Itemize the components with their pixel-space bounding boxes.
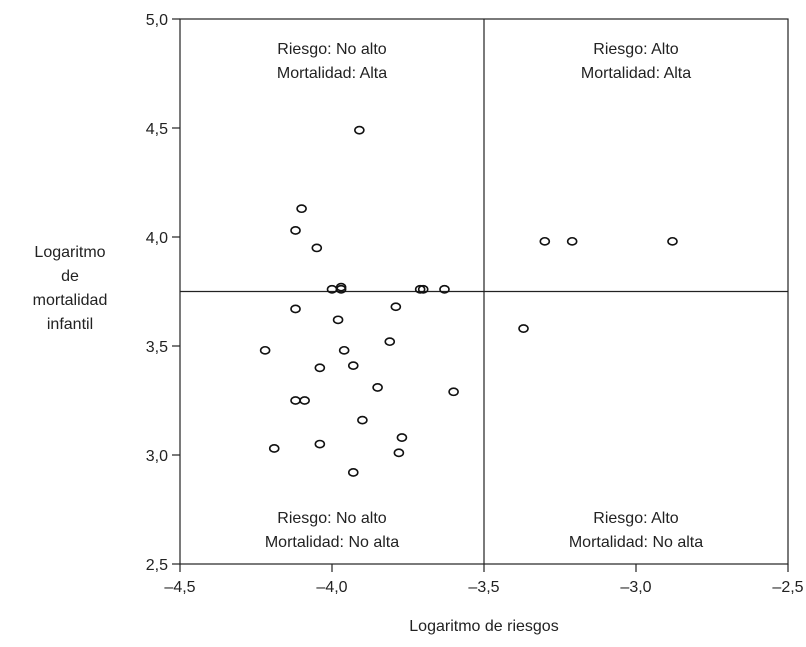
quadrant-label-bottom-right: Mortalidad: No alta	[569, 534, 703, 551]
quadrant-label-bottom-left: Riesgo: No alto	[277, 510, 386, 527]
data-point	[354, 125, 365, 135]
y-tick-label: 5,0	[146, 12, 168, 29]
data-point	[396, 433, 408, 442]
y-tick-label: 3,0	[146, 448, 168, 465]
data-point	[357, 415, 368, 425]
y-axis-title-line-2: de	[61, 268, 79, 285]
y-axis-title-line-1: Logaritmo	[34, 244, 105, 261]
data-point	[296, 204, 307, 214]
data-point	[566, 236, 578, 246]
x-tick-label: –3,0	[620, 579, 651, 596]
quadrant-labels: Riesgo: No alto Mortalidad: Alta Riesgo: A…	[265, 41, 703, 551]
data-point	[290, 226, 301, 235]
data-point	[384, 337, 396, 347]
x-axis: –4,5 –4,0 –3,5 –3,0 –2,5	[164, 564, 804, 596]
x-tick-label: –4,5	[164, 579, 195, 596]
quadrant-label-bottom-right: Riesgo: Alto	[593, 510, 678, 527]
reference-lines	[180, 19, 788, 564]
quadrant-label-bottom-left: Mortalidad: No alta	[265, 534, 399, 551]
quadrant-label-top-left: Riesgo: No alto	[277, 41, 386, 58]
data-point	[290, 304, 301, 314]
data-point	[439, 284, 450, 294]
data-point	[667, 236, 678, 246]
data-point	[268, 444, 280, 453]
data-point	[314, 439, 326, 449]
y-tick-label: 2,5	[146, 557, 168, 574]
data-point	[314, 363, 326, 373]
y-axis-title-line-3: mortalidad	[33, 292, 108, 309]
x-axis-title: Logaritmo de riesgos	[409, 618, 558, 635]
data-point	[347, 361, 359, 371]
quadrant-label-top-right: Riesgo: Alto	[593, 41, 678, 58]
data-points	[259, 125, 678, 477]
data-point	[390, 302, 402, 312]
data-point	[338, 345, 350, 355]
y-tick-label: 4,0	[146, 230, 168, 247]
data-point	[311, 243, 323, 253]
quadrant-label-top-left: Mortalidad: Alta	[277, 65, 387, 82]
data-point	[448, 387, 459, 397]
data-point	[332, 315, 344, 325]
x-tick-label: –3,5	[468, 579, 499, 596]
y-tick-label: 4,5	[146, 121, 168, 138]
y-axis-title-line-4: infantil	[47, 316, 93, 333]
data-point	[259, 345, 271, 355]
data-point	[347, 468, 359, 477]
y-tick-label: 3,5	[146, 339, 168, 356]
data-point	[393, 448, 405, 458]
data-point	[290, 396, 301, 405]
data-point	[417, 284, 429, 294]
data-point	[372, 383, 383, 392]
data-point	[539, 236, 551, 246]
y-axis: 2,5 3,0 3,5 4,0 4,5 5,0	[146, 12, 180, 574]
x-tick-label: –2,5	[772, 579, 803, 596]
x-tick-label: –4,0	[316, 579, 347, 596]
data-point	[335, 284, 347, 294]
data-point	[299, 396, 310, 405]
data-point	[518, 324, 529, 333]
quadrant-label-top-right: Mortalidad: Alta	[581, 65, 691, 82]
